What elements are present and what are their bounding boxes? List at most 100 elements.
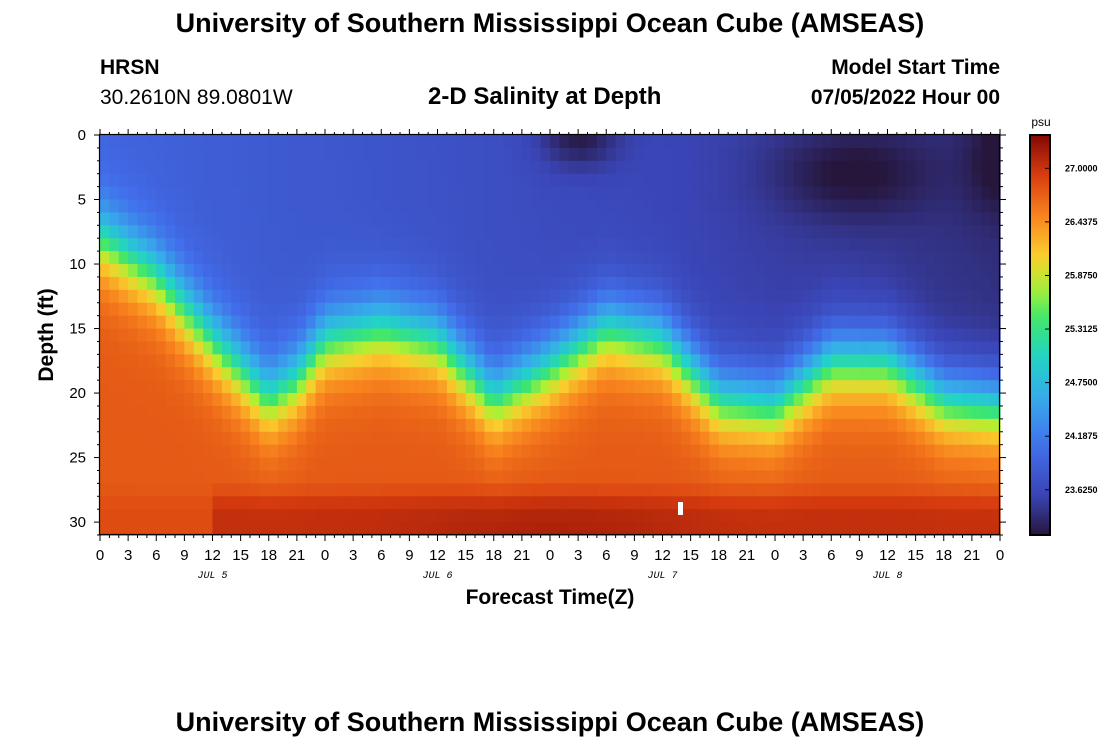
heatmap-cell xyxy=(634,457,645,472)
heatmap-cell xyxy=(165,444,176,459)
heatmap-cell xyxy=(221,276,232,291)
heatmap-cell xyxy=(812,457,823,472)
heatmap-cell xyxy=(428,380,439,394)
heatmap-cell xyxy=(859,160,870,175)
heatmap-cell xyxy=(896,289,907,304)
heatmap-cell xyxy=(859,315,870,330)
heatmap-cell xyxy=(428,457,439,472)
heatmap-cell xyxy=(418,276,429,291)
heatmap-cell xyxy=(896,147,907,162)
heatmap-cell xyxy=(353,199,364,214)
heatmap-cell xyxy=(915,431,926,446)
heatmap-cell xyxy=(990,483,1001,497)
heatmap-cell xyxy=(540,522,551,536)
heatmap-cell xyxy=(540,186,551,201)
heatmap-cell xyxy=(371,173,382,188)
heatmap-cell xyxy=(943,431,954,446)
heatmap-cell xyxy=(625,135,635,149)
heatmap-cell xyxy=(484,238,495,252)
heatmap-cell xyxy=(418,418,429,433)
heatmap-cell xyxy=(681,328,692,343)
heatmap-cell xyxy=(175,367,185,381)
heatmap-cell xyxy=(475,431,485,446)
heatmap-cell xyxy=(559,302,570,317)
heatmap-cell xyxy=(493,328,504,343)
heatmap-cell xyxy=(381,509,392,523)
heatmap-cell xyxy=(156,160,167,175)
heatmap-cell xyxy=(596,289,607,304)
heatmap-cell xyxy=(175,457,185,472)
heatmap-cell xyxy=(128,341,139,355)
heatmap-cell xyxy=(259,199,270,214)
heatmap-cell xyxy=(418,470,429,484)
heatmap-cell xyxy=(887,431,898,446)
heatmap-cell xyxy=(156,276,167,291)
heatmap-cell xyxy=(662,367,673,381)
heatmap-cell xyxy=(531,302,542,317)
heatmap-cell xyxy=(784,147,795,162)
heatmap-cell xyxy=(175,212,185,226)
heatmap-cell xyxy=(521,160,532,175)
heatmap-cell xyxy=(521,367,532,381)
heatmap-cell xyxy=(775,160,785,175)
heatmap-cell xyxy=(409,315,420,330)
heatmap-cell xyxy=(915,496,926,510)
heatmap-cell xyxy=(212,393,223,407)
heatmap-cell xyxy=(231,367,242,381)
heatmap-cell xyxy=(343,496,354,510)
heatmap-cell xyxy=(887,186,898,201)
heatmap-cell xyxy=(409,135,420,149)
heatmap-cell xyxy=(109,135,120,149)
heatmap-cell xyxy=(100,367,110,381)
heatmap-cell xyxy=(906,367,917,381)
heatmap-cell xyxy=(784,302,795,317)
heatmap-cell xyxy=(728,444,739,459)
heatmap-cell xyxy=(212,367,223,381)
heatmap-cell xyxy=(775,418,785,433)
heatmap-cell xyxy=(559,431,570,446)
heatmap-cell xyxy=(334,276,345,291)
heatmap-cell xyxy=(887,483,898,497)
heatmap-cell xyxy=(184,444,195,459)
heatmap-cell xyxy=(859,276,870,291)
heatmap-cell xyxy=(596,302,607,317)
heatmap-cell xyxy=(625,470,635,484)
heatmap-cell xyxy=(821,380,832,394)
heatmap-cell xyxy=(409,225,420,239)
heatmap-cell xyxy=(615,418,626,433)
heatmap-cell xyxy=(540,160,551,175)
heatmap-cell xyxy=(165,418,176,433)
heatmap-cell xyxy=(559,483,570,497)
heatmap-cell xyxy=(925,289,935,304)
heatmap-cell xyxy=(793,173,804,188)
heatmap-cell xyxy=(746,380,757,394)
heatmap-cell xyxy=(250,225,260,239)
heatmap-cell xyxy=(700,470,710,484)
heatmap-cell xyxy=(409,186,420,201)
heatmap-cell xyxy=(971,431,982,446)
heatmap-cell xyxy=(278,380,289,394)
heatmap-cell xyxy=(690,289,701,304)
x-tick-label: 21 xyxy=(964,547,981,564)
heatmap-cell xyxy=(756,328,767,343)
heatmap-cell xyxy=(953,354,964,368)
heatmap-cell xyxy=(550,457,560,472)
heatmap-cell xyxy=(550,328,560,343)
heatmap-cell xyxy=(850,238,860,252)
heatmap-cell xyxy=(728,302,739,317)
heatmap-cell xyxy=(550,431,560,446)
heatmap-cell xyxy=(109,328,120,343)
heatmap-cell xyxy=(765,341,776,355)
heatmap-cell xyxy=(203,186,214,201)
heatmap-cell xyxy=(409,160,420,175)
heatmap-cell xyxy=(521,328,532,343)
heatmap-cell xyxy=(184,135,195,149)
heatmap-cell xyxy=(362,315,373,330)
heatmap-cell xyxy=(775,264,785,278)
heatmap-cell xyxy=(934,173,945,188)
heatmap-cell xyxy=(512,225,523,239)
heatmap-cell xyxy=(634,276,645,291)
heatmap-cell xyxy=(840,393,851,407)
heatmap-cell xyxy=(184,483,195,497)
heatmap-cell xyxy=(212,496,223,510)
